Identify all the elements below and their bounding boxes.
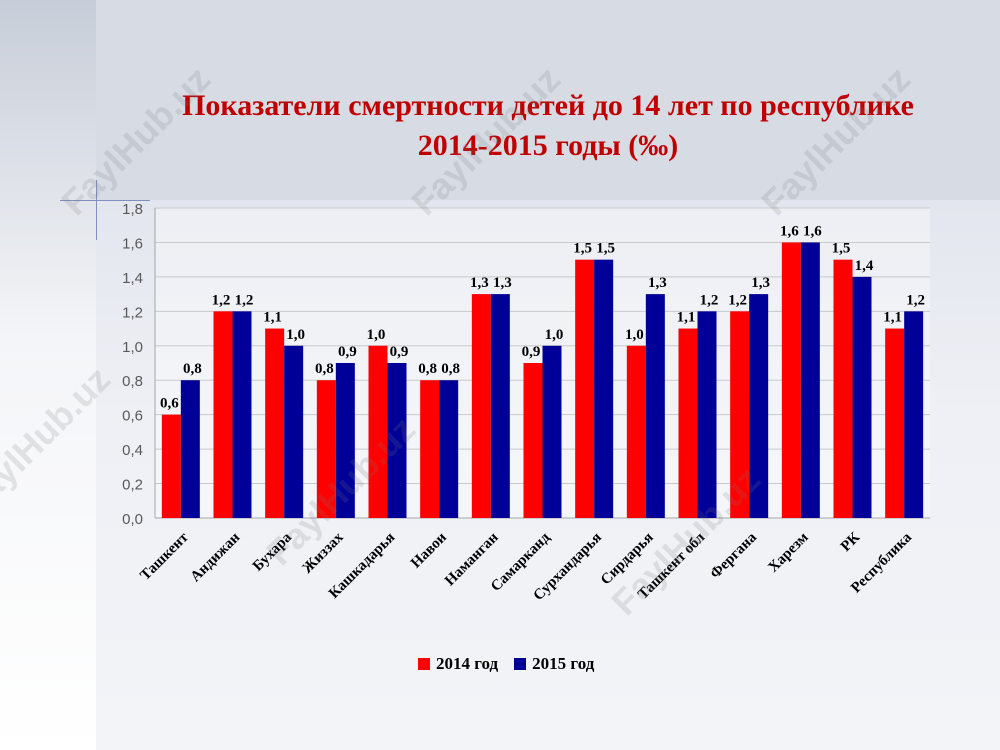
legend-swatch-2014 [418, 658, 430, 670]
x-category-label: Бухара [250, 529, 295, 574]
legend-swatch-2015 [514, 658, 527, 670]
decor-cross-horizontal [60, 200, 150, 201]
bar-2015 [800, 242, 820, 518]
chart-legend: 2014 год 2015 год [418, 654, 594, 674]
x-category-label: Навои [408, 529, 450, 571]
data-label: 1,6 [803, 223, 822, 239]
x-category-label: Жиззах [299, 529, 347, 577]
title-band [96, 0, 1000, 200]
legend-label-2014: 2014 год [436, 654, 499, 673]
x-category-label: Ташкент [137, 529, 192, 584]
data-label: 1,2 [700, 292, 719, 308]
bar-2015 [697, 311, 717, 518]
data-label: 0,9 [522, 344, 541, 360]
legend-label-2015: 2015 год [532, 654, 595, 673]
title-line-1: Показатели смертности детей до 14 лет по… [182, 89, 914, 122]
data-label: 0,8 [315, 361, 334, 377]
data-label: 0,8 [418, 361, 437, 377]
data-label: 1,0 [286, 327, 305, 343]
bar-2015 [387, 363, 407, 518]
bar-2014 [523, 363, 543, 518]
bar-2015 [645, 294, 665, 518]
y-tick-label: 1,2 [122, 304, 143, 321]
bar-2014 [368, 345, 388, 518]
data-label: 1,2 [235, 292, 254, 308]
data-label: 1,5 [573, 241, 592, 257]
bar-2014 [885, 328, 905, 518]
bar-2015 [180, 380, 200, 518]
data-label: 1,1 [677, 310, 696, 326]
y-tick-label: 0,2 [122, 477, 143, 494]
y-tick-label: 1,6 [122, 235, 143, 252]
bar-2014 [316, 380, 336, 518]
data-label: 1,3 [751, 275, 770, 291]
data-label: 1,3 [648, 275, 667, 291]
bar-2015 [749, 294, 769, 518]
left-decor-strip [0, 0, 96, 750]
bar-2015 [594, 259, 614, 518]
y-tick-label: 1,0 [122, 339, 143, 356]
bar-2015 [232, 311, 252, 518]
data-label: 0,9 [390, 344, 409, 360]
data-label: 1,3 [470, 275, 489, 291]
x-category-label: Андижан [188, 529, 244, 585]
data-label: 1,2 [728, 292, 747, 308]
bar-2014 [161, 414, 181, 518]
data-label: 1,4 [855, 258, 874, 274]
legend-item-2015: 2015 год [514, 654, 594, 674]
x-category-label: Фергана [707, 529, 760, 582]
data-label: 1,5 [596, 241, 615, 257]
y-tick-label: 1,8 [122, 201, 143, 218]
data-label: 1,5 [832, 241, 851, 257]
y-tick-label: 0,0 [122, 511, 143, 528]
y-tick-label: 0,8 [122, 373, 143, 390]
bar-2014 [678, 328, 698, 518]
data-label: 1,3 [493, 275, 512, 291]
bar-2015 [904, 311, 924, 518]
data-label: 0,9 [338, 344, 357, 360]
data-label: 1,0 [545, 327, 564, 343]
bar-2015 [439, 380, 459, 518]
y-tick-label: 0,6 [122, 408, 143, 425]
bar-2015 [490, 294, 510, 518]
x-category-label: РК [838, 529, 864, 555]
bar-2015 [335, 363, 355, 518]
bar-2014 [265, 328, 285, 518]
x-category-label: Харезм [765, 530, 811, 576]
y-tick-label: 1,4 [122, 270, 143, 287]
data-label: 1,2 [906, 292, 925, 308]
data-label: 0,8 [441, 361, 460, 377]
bar-2014 [213, 311, 233, 518]
bar-2014 [575, 259, 595, 518]
data-label: 1,1 [263, 310, 282, 326]
bar-2014 [781, 242, 801, 518]
data-label: 1,0 [367, 327, 386, 343]
bar-2015 [542, 345, 562, 518]
title-line-2: 2014-2015 годы (‰) [417, 129, 679, 162]
bar-2014 [420, 380, 440, 518]
data-label: 1,2 [212, 292, 231, 308]
decor-cross-vertical [96, 180, 97, 240]
bar-2014 [471, 294, 491, 518]
bar-2015 [852, 276, 872, 518]
data-label: 1,6 [780, 223, 799, 239]
slide-title: Показатели смертности детей до 14 лет по… [96, 86, 1000, 166]
data-label: 0,6 [160, 396, 179, 412]
legend-item-2014: 2014 год [418, 654, 498, 674]
data-label: 0,8 [183, 361, 202, 377]
bar-2014 [626, 345, 646, 518]
bar-2014 [833, 259, 853, 518]
bar-2014 [730, 311, 750, 518]
data-label: 1,1 [883, 310, 902, 326]
data-label: 1,0 [625, 327, 644, 343]
y-tick-label: 0,4 [122, 442, 143, 459]
bar-2015 [284, 345, 304, 518]
